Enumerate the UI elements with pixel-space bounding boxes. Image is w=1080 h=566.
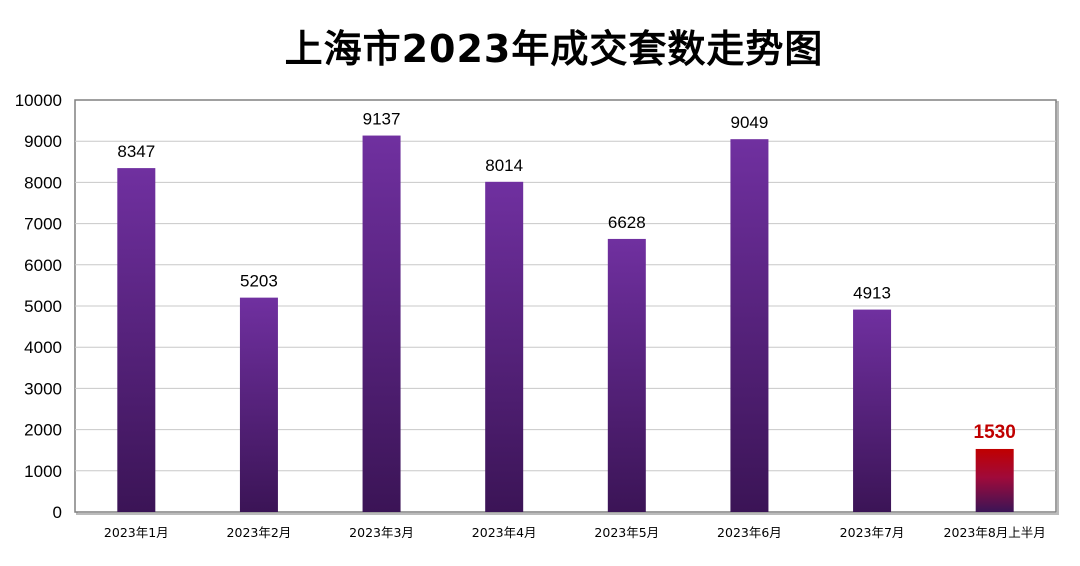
bar [853,309,892,512]
y-tick-label: 7000 [24,215,62,234]
x-tick-label: 2023年6月 [717,525,782,540]
chart-title: 上海市2023年成交套数走势图 [284,27,824,71]
x-tick-label: 2023年7月 [840,525,905,540]
y-tick-label: 1000 [24,462,62,481]
bar [607,238,646,513]
x-tick-label: 2023年4月 [472,525,537,540]
data-label: 8347 [117,142,155,161]
y-tick-label: 10000 [15,91,62,110]
bar [239,297,278,512]
y-tick-label: 8000 [24,173,62,192]
x-tick-label: 2023年3月 [349,525,414,540]
y-tick-label: 3000 [24,379,62,398]
x-tick-label: 2023年2月 [227,525,292,540]
data-label: 9137 [363,110,401,129]
y-tick-label: 9000 [24,132,62,151]
x-tick-label: 2023年5月 [594,525,659,540]
data-label: 1530 [974,422,1016,443]
y-tick-label: 0 [53,503,62,522]
y-tick-label: 6000 [24,256,62,275]
bar [485,181,524,513]
data-label: 9049 [731,113,769,132]
x-tick-label: 2023年8月上半月 [944,525,1046,540]
data-label: 4913 [853,284,891,303]
y-tick-label: 4000 [24,338,62,357]
bar [975,448,1014,512]
bar [730,139,769,512]
data-label: 6628 [608,213,646,232]
x-tick-label: 2023年1月 [104,525,169,540]
y-tick-label: 5000 [24,297,62,316]
bar [362,135,401,512]
data-label: 5203 [240,272,278,291]
y-tick-label: 2000 [24,421,62,440]
bar [117,168,156,512]
data-label: 8014 [485,156,523,175]
